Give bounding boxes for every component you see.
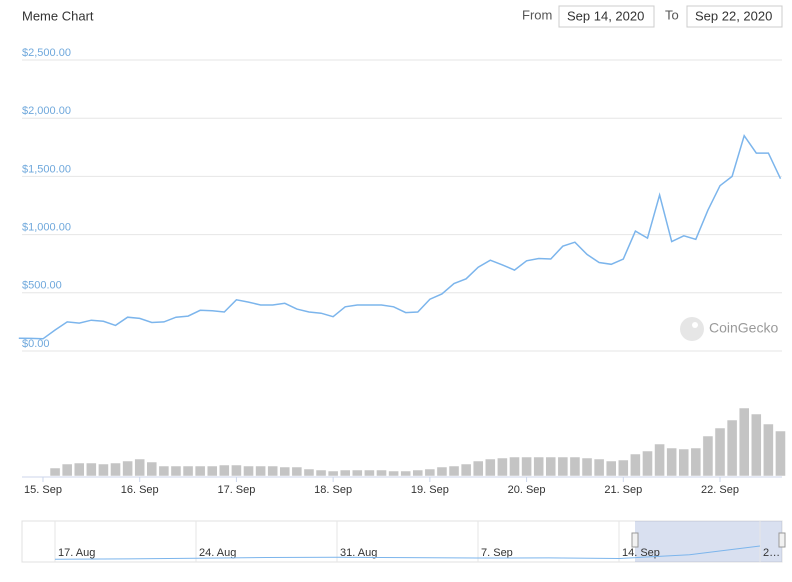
volume-bar: [352, 469, 363, 477]
from-label: From: [522, 7, 552, 22]
navigator-handle[interactable]: [631, 532, 639, 548]
x-tick-label: 15. Sep: [24, 484, 62, 496]
volume-bar: [231, 464, 242, 477]
volume-bar: [303, 468, 315, 477]
x-tick-label: 2…: [763, 547, 780, 559]
x-tick-label: 19. Sep: [411, 484, 449, 496]
watermark-logo-eye: [692, 322, 698, 328]
from-input[interactable]: [558, 5, 655, 28]
y-tick-label: $500.00: [22, 280, 62, 292]
volume-bar: [49, 467, 61, 477]
volume-bar: [182, 465, 194, 477]
volume-bar: [678, 448, 690, 477]
volume-bar: [412, 469, 424, 477]
navigator-handle[interactable]: [778, 532, 786, 548]
volume-bar: [255, 465, 266, 477]
volume-bar: [569, 456, 581, 477]
volume-bar: [146, 461, 158, 477]
x-tick-label: 31. Aug: [340, 547, 377, 559]
navigator-selection[interactable]: [635, 521, 782, 562]
y-tick-label: $1,000.00: [22, 222, 71, 234]
navigator[interactable]: [21, 520, 783, 563]
x-tick-label: 7. Sep: [481, 547, 513, 559]
volume-bar: [436, 466, 448, 477]
to-date[interactable]: Sep 22, 2020: [695, 8, 772, 23]
volume-bar: [364, 469, 375, 477]
volume-bar: [243, 465, 254, 477]
volume-bar: [110, 462, 121, 477]
y-tick-label: $0.00: [22, 338, 50, 350]
to-label: To: [665, 7, 679, 22]
chart-title: Meme Chart: [22, 8, 94, 23]
volume-bar: [339, 469, 351, 477]
volume-bar: [666, 447, 677, 477]
volume-bar: [61, 463, 73, 477]
x-tick-label: 17. Sep: [217, 484, 255, 496]
volume-bar: [738, 407, 750, 477]
volume-bar: [630, 453, 641, 477]
volume-bar: [618, 459, 629, 477]
volume-bar: [219, 464, 230, 477]
y-tick-label: $1,500.00: [22, 163, 71, 175]
volume-bar: [642, 450, 653, 477]
volume-bar: [327, 470, 339, 477]
volume-bar: [472, 460, 484, 477]
watermark: CoinGecko: [709, 320, 778, 336]
volume-bar: [98, 463, 109, 477]
volume-bar: [557, 456, 569, 477]
volume-bar: [424, 468, 436, 477]
volume-bar: [86, 462, 97, 477]
volume-bar: [134, 458, 145, 477]
price-line: [54, 545, 761, 560]
volume-bar: [497, 457, 508, 477]
x-tick-label: 17. Aug: [58, 547, 95, 559]
volume-bar: [605, 460, 617, 477]
volume-bar: [291, 466, 303, 477]
volume-bar: [763, 423, 774, 477]
volume-bar: [509, 456, 520, 477]
volume-bar: [750, 413, 762, 477]
volume-bar: [521, 456, 532, 477]
volume-bar: [581, 457, 593, 477]
volume-bar: [654, 443, 665, 477]
volume-bar: [775, 430, 786, 477]
to-input[interactable]: [686, 5, 783, 28]
volume-bar: [194, 465, 206, 477]
y-tick-label: $2,000.00: [22, 105, 71, 117]
x-tick-label: 24. Aug: [199, 547, 236, 559]
volume-bar: [73, 462, 85, 477]
x-tick-label: 16. Sep: [121, 484, 159, 496]
volume-bar: [206, 465, 218, 477]
volume-bar: [158, 465, 170, 477]
volume-bar: [170, 465, 182, 477]
volume-bar: [702, 435, 714, 477]
x-tick-label: 20. Sep: [508, 484, 546, 496]
volume-bar: [267, 465, 278, 477]
volume-bar: [400, 470, 411, 477]
y-tick-label: $2,500.00: [22, 47, 71, 59]
volume-bar: [690, 447, 702, 477]
x-tick-label: 21. Sep: [604, 484, 642, 496]
from-date[interactable]: Sep 14, 2020: [567, 8, 644, 23]
volume-bar: [460, 463, 472, 477]
volume-bar: [376, 469, 387, 477]
volume-bar: [279, 466, 291, 477]
volume-bar: [593, 458, 605, 477]
volume-bar: [315, 469, 327, 477]
price-line: [18, 133, 782, 340]
x-tick-label: 18. Sep: [314, 484, 352, 496]
volume-bar: [122, 460, 133, 477]
volume-bar: [714, 427, 726, 477]
x-tick-label: 22. Sep: [701, 484, 739, 496]
volume-bar: [485, 458, 496, 477]
volume-bar: [533, 456, 544, 477]
watermark-logo: [680, 317, 704, 341]
volume-bar: [545, 456, 557, 477]
volume-bar: [388, 470, 399, 477]
volume-bar: [726, 419, 738, 477]
volume-bar: [448, 465, 460, 477]
x-tick-label: 14. Sep: [622, 547, 660, 559]
